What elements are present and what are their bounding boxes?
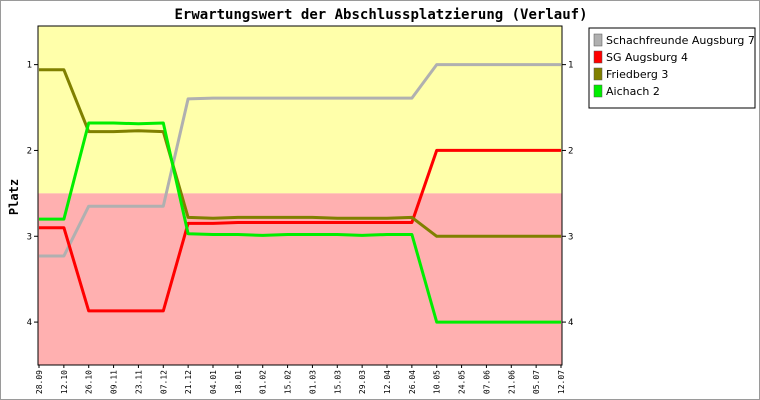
legend-label-4: Aichach 2 <box>606 85 660 98</box>
x-tick-label: 09.11 <box>110 370 119 394</box>
x-tick-label: 28.09 <box>35 370 44 394</box>
x-tick-label: 29.03 <box>358 370 367 394</box>
x-tick-label: 18.01 <box>234 370 243 394</box>
x-tick-label: 12.10 <box>60 370 69 394</box>
background-zone-2 <box>38 193 562 365</box>
y-tick-label-right: 4 <box>568 318 573 328</box>
legend-swatch-1 <box>593 33 603 47</box>
background-zone-1 <box>38 26 562 194</box>
series-line-2 <box>39 148 561 313</box>
x-tick-label: 05.07 <box>532 370 541 394</box>
x-tick-label: 12.07 <box>557 370 566 394</box>
background-zones <box>38 26 562 365</box>
x-tick-label: 15.02 <box>284 370 293 394</box>
x-axis: 28.09 12.10 26.10 09.11 23.11 07.12 21.12 04.01… <box>35 365 566 394</box>
y-tick-label-left: 2 <box>27 146 32 156</box>
x-tick-label: 07.12 <box>159 370 168 394</box>
x-tick-label: 23.11 <box>134 370 143 394</box>
series-line-1 <box>39 63 561 258</box>
x-tick-label: 24.05 <box>458 370 467 394</box>
legend-label-2: SG Augsburg 4 <box>606 51 688 64</box>
x-tick-label: 21.06 <box>507 370 516 394</box>
series-lines <box>39 63 561 324</box>
legend-swatch-4 <box>593 84 603 98</box>
legend-box <box>588 27 756 109</box>
x-tick-label: 12.04 <box>383 370 392 394</box>
y-tick-label-right: 3 <box>568 232 573 242</box>
series-line-3 <box>39 68 561 238</box>
legend-label-1: Schachfreunde Augsburg 7 <box>606 34 755 47</box>
y-axis-left: 1 2 3 4 <box>27 61 38 328</box>
legend: Schachfreunde Augsburg 7 SG Augsburg 4 Fri… <box>588 27 756 109</box>
x-tick-label: 04.01 <box>209 370 218 394</box>
y-tick-label-right: 2 <box>568 146 573 156</box>
legend-swatch-3 <box>593 67 603 81</box>
x-tick-label: 07.06 <box>482 370 491 394</box>
x-tick-label: 21.12 <box>184 370 193 394</box>
x-tick-label: 26.10 <box>85 370 94 394</box>
x-tick-label: 01.03 <box>308 370 317 394</box>
plot-area-frame <box>37 25 563 366</box>
series-line-4 <box>39 121 561 324</box>
y-tick-label-left: 4 <box>27 318 32 328</box>
x-tick-label: 10.05 <box>433 370 442 394</box>
y-axis-label: Platz <box>7 179 21 215</box>
legend-swatch-2 <box>593 50 603 64</box>
chart-title: Erwartungswert der Abschlussplatzierung … <box>174 7 587 23</box>
x-tick-label: 26.04 <box>408 370 417 394</box>
x-tick-label: 01.02 <box>259 370 268 394</box>
legend-label-3: Friedberg 3 <box>606 68 668 81</box>
y-tick-label-left: 3 <box>27 232 32 242</box>
y-tick-label-right: 1 <box>568 61 573 71</box>
x-tick-label: 15.03 <box>333 370 342 394</box>
y-axis-right: 1 2 3 4 <box>562 61 573 328</box>
y-tick-label-left: 1 <box>27 61 32 71</box>
